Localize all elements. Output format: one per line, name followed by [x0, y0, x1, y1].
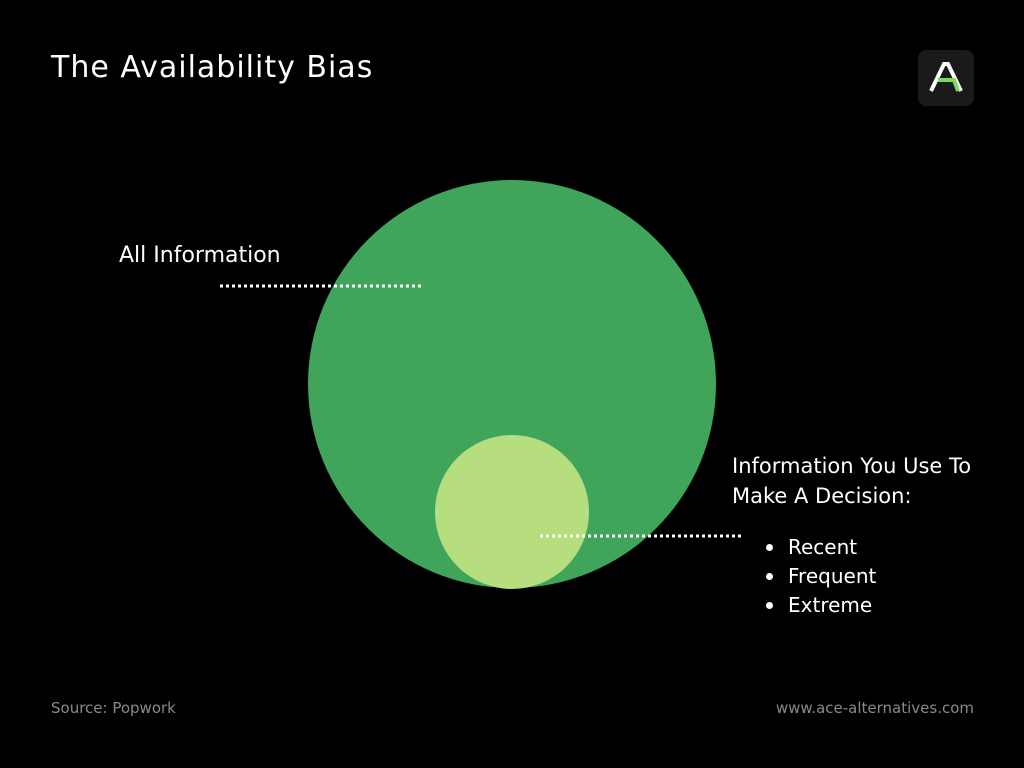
decision-information-label: Information You Use To Make A Decision: [732, 451, 1017, 511]
website-url: www.ace-alternatives.com [775, 699, 974, 717]
decision-information-label-line-2: Make A Decision: [732, 484, 912, 508]
all-information-circle [308, 180, 716, 588]
list-item: Frequent [764, 562, 876, 591]
all-information-label: All Information [119, 243, 281, 268]
page-title: The Availability Bias [51, 50, 374, 85]
list-item: Recent [764, 533, 876, 562]
decision-criteria-list: Recent Frequent Extreme [764, 533, 876, 620]
ace-logo-icon [929, 62, 963, 92]
list-item: Extreme [764, 591, 876, 620]
logo [918, 50, 974, 106]
decision-information-label-line-1: Information You Use To [732, 454, 972, 478]
decision-information-circle [435, 435, 589, 589]
source-credit: Source: Popwork [51, 699, 176, 717]
